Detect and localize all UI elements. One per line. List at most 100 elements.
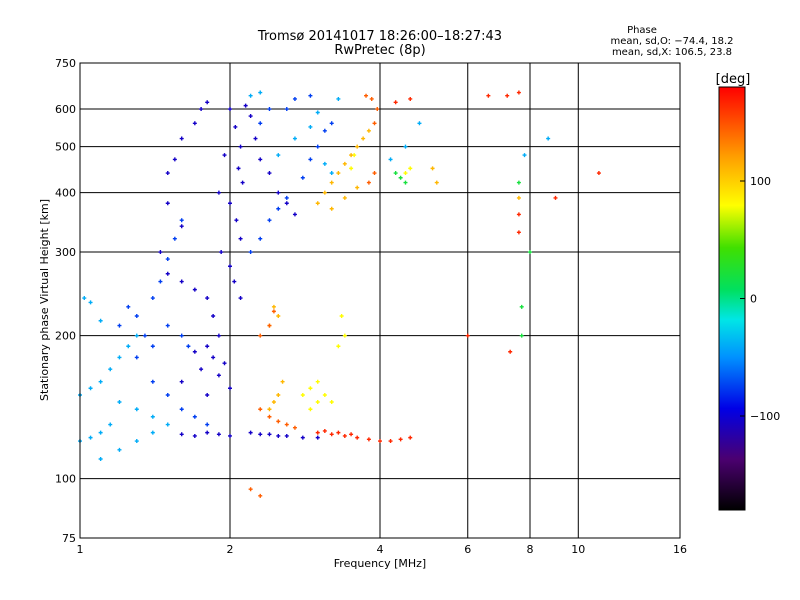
data-point [516, 212, 521, 217]
data-point [280, 379, 285, 384]
data-point [516, 180, 521, 185]
data-point [342, 433, 347, 438]
data-point [284, 195, 289, 200]
data-point [126, 304, 131, 309]
data-point [192, 287, 197, 292]
data-point [216, 373, 221, 378]
data-point [308, 157, 313, 162]
data-point [322, 190, 327, 195]
data-point [322, 393, 327, 398]
data-point [336, 171, 341, 176]
data-point [248, 250, 253, 255]
y-tick-label: 75 [62, 532, 76, 545]
data-point [179, 136, 184, 141]
data-point [403, 144, 408, 149]
data-point [276, 419, 281, 424]
data-point [253, 136, 258, 141]
data-point [364, 93, 369, 98]
x-axis-label: Frequency [MHz] [334, 557, 426, 570]
data-point [186, 344, 191, 349]
data-point [366, 128, 371, 133]
data-point [243, 103, 248, 108]
data-point [336, 344, 341, 349]
data-point [329, 400, 334, 405]
data-point [276, 153, 281, 158]
data-point [258, 121, 263, 126]
data-point [349, 166, 354, 171]
data-point [234, 218, 239, 223]
data-point [199, 107, 204, 112]
phase-info-x: mean, sd,X: 106.5, 23.8 [612, 47, 732, 58]
data-point [388, 157, 393, 162]
data-point [508, 349, 513, 354]
data-point [248, 487, 253, 492]
data-point [88, 435, 93, 440]
data-point [292, 96, 297, 101]
data-point [205, 296, 210, 301]
data-point [372, 121, 377, 126]
data-point [308, 93, 313, 98]
data-point [199, 367, 204, 372]
data-point [292, 425, 297, 430]
data-point [284, 201, 289, 206]
data-point [117, 355, 122, 360]
data-point [88, 300, 93, 305]
chart-title: Tromsø 20141017 18:26:00–18:27:43 [257, 29, 502, 44]
data-point [233, 124, 238, 129]
data-point [393, 100, 398, 105]
data-point [375, 107, 380, 112]
data-point [329, 432, 334, 437]
data-point [349, 432, 354, 437]
data-point [300, 393, 305, 398]
data-point [322, 161, 327, 166]
data-point [315, 430, 320, 435]
y-axis-ticks: 75 100 200 300 400 500 600 750 [55, 57, 76, 545]
data-point [192, 433, 197, 438]
data-point [308, 386, 313, 391]
data-point [98, 456, 103, 461]
data-point [228, 107, 232, 112]
data-point [408, 96, 413, 101]
data-point [315, 435, 320, 440]
data-point [108, 367, 113, 372]
data-point [300, 175, 305, 180]
data-point [516, 195, 521, 200]
data-point [315, 400, 320, 405]
data-point [179, 407, 184, 412]
data-point [403, 180, 408, 185]
data-point [267, 432, 272, 437]
phase-info-title: Phase [627, 25, 657, 36]
data-point [150, 414, 155, 419]
y-tick-label: 750 [55, 57, 76, 70]
data-point [403, 171, 408, 176]
data-point [205, 393, 210, 398]
data-point [519, 304, 524, 309]
data-point [158, 279, 163, 284]
data-point [222, 153, 227, 158]
data-point [211, 314, 216, 319]
data-point [179, 432, 184, 437]
data-point [238, 144, 243, 149]
data-point [546, 136, 551, 141]
data-point [134, 314, 139, 319]
data-point [315, 201, 320, 206]
data-point [172, 157, 177, 162]
y-tick-label: 400 [55, 187, 76, 200]
data-point [172, 236, 177, 241]
data-point [276, 393, 281, 398]
data-point [98, 430, 103, 435]
data-point [267, 107, 272, 112]
data-point [192, 349, 197, 354]
y-tick-label: 200 [55, 330, 76, 343]
data-point [267, 218, 272, 223]
data-point [205, 422, 210, 427]
data-point [258, 236, 263, 241]
data-point [276, 190, 281, 195]
data-points [78, 90, 601, 498]
data-point [205, 100, 210, 105]
data-point [366, 180, 371, 185]
data-point [228, 264, 232, 269]
data-point [211, 355, 216, 360]
data-point [258, 407, 263, 412]
